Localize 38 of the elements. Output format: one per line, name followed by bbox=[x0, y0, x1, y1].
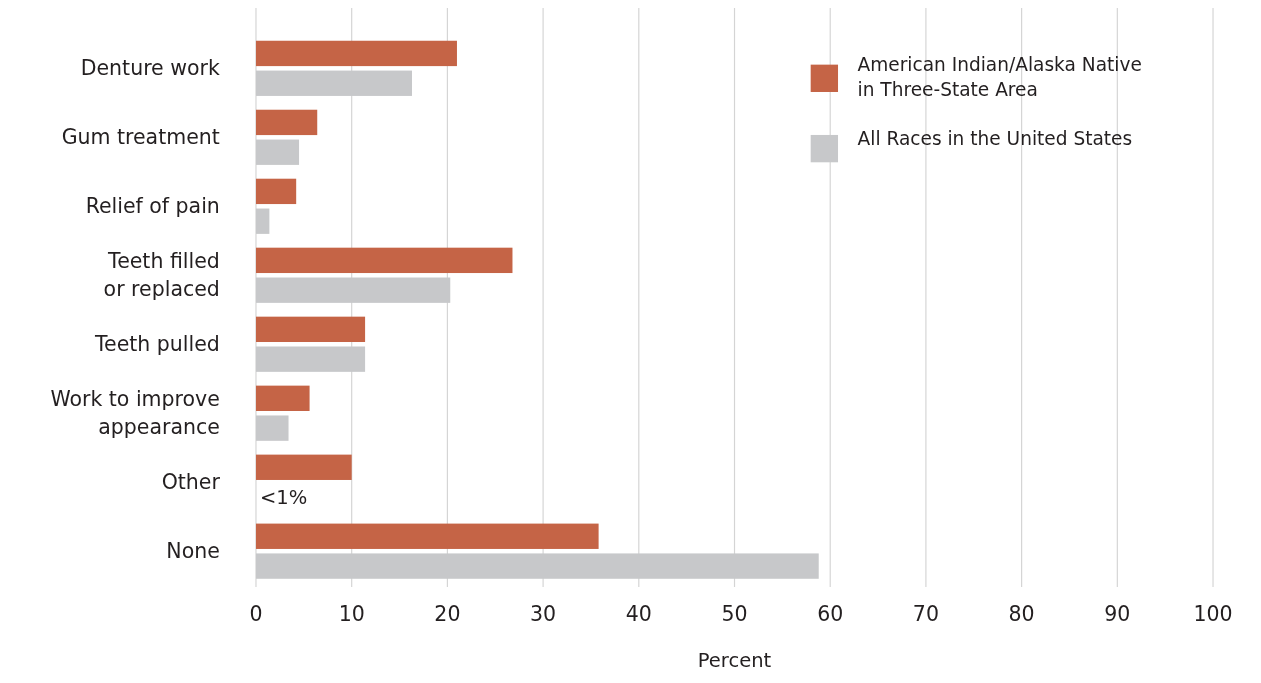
bar bbox=[255, 346, 366, 372]
bar bbox=[255, 40, 457, 67]
y-tick-label: Teeth filled or replaced bbox=[103, 248, 220, 302]
bar bbox=[255, 139, 300, 165]
bar bbox=[255, 208, 270, 234]
annotation: <1% bbox=[259, 485, 308, 509]
y-tick-label: Denture work bbox=[80, 56, 220, 81]
x-tick-label: 80 bbox=[1008, 602, 1035, 627]
x-tick-label: 50 bbox=[721, 602, 748, 627]
bar bbox=[255, 316, 366, 343]
y-tick-label: Work to improve appearance bbox=[50, 386, 220, 440]
y-tick-label: None bbox=[166, 539, 220, 564]
y-tick-label: Relief of pain bbox=[85, 194, 220, 219]
x-tick-label: 40 bbox=[625, 602, 652, 627]
bar bbox=[255, 70, 412, 96]
bar bbox=[255, 109, 318, 136]
bar bbox=[255, 454, 352, 480]
x-tick-label: 20 bbox=[434, 602, 461, 627]
x-tick-label: 10 bbox=[338, 602, 365, 627]
x-tick-label: 0 bbox=[249, 602, 263, 627]
bar bbox=[255, 247, 513, 274]
bar bbox=[255, 523, 599, 549]
x-tick-label: 30 bbox=[530, 602, 557, 627]
x-tick-label: 70 bbox=[912, 602, 939, 627]
legend-label: All Races in the United States bbox=[857, 127, 1133, 149]
bar bbox=[255, 178, 297, 205]
x-tick-label: 90 bbox=[1104, 602, 1131, 627]
bar bbox=[255, 385, 310, 411]
y-tick-label: Gum treatment bbox=[61, 125, 220, 150]
legend-label: American Indian/Alaska Native in Three-State Area bbox=[857, 53, 1142, 100]
bar bbox=[255, 277, 451, 303]
bar bbox=[255, 415, 289, 441]
x-tick-label: 100 bbox=[1193, 602, 1233, 627]
y-tick-label: Other bbox=[161, 470, 221, 495]
y-tick-label: Teeth pulled bbox=[94, 332, 220, 357]
x-axis-title: Percent bbox=[697, 649, 772, 673]
bar bbox=[255, 553, 819, 579]
x-tick-label: 60 bbox=[817, 602, 844, 627]
